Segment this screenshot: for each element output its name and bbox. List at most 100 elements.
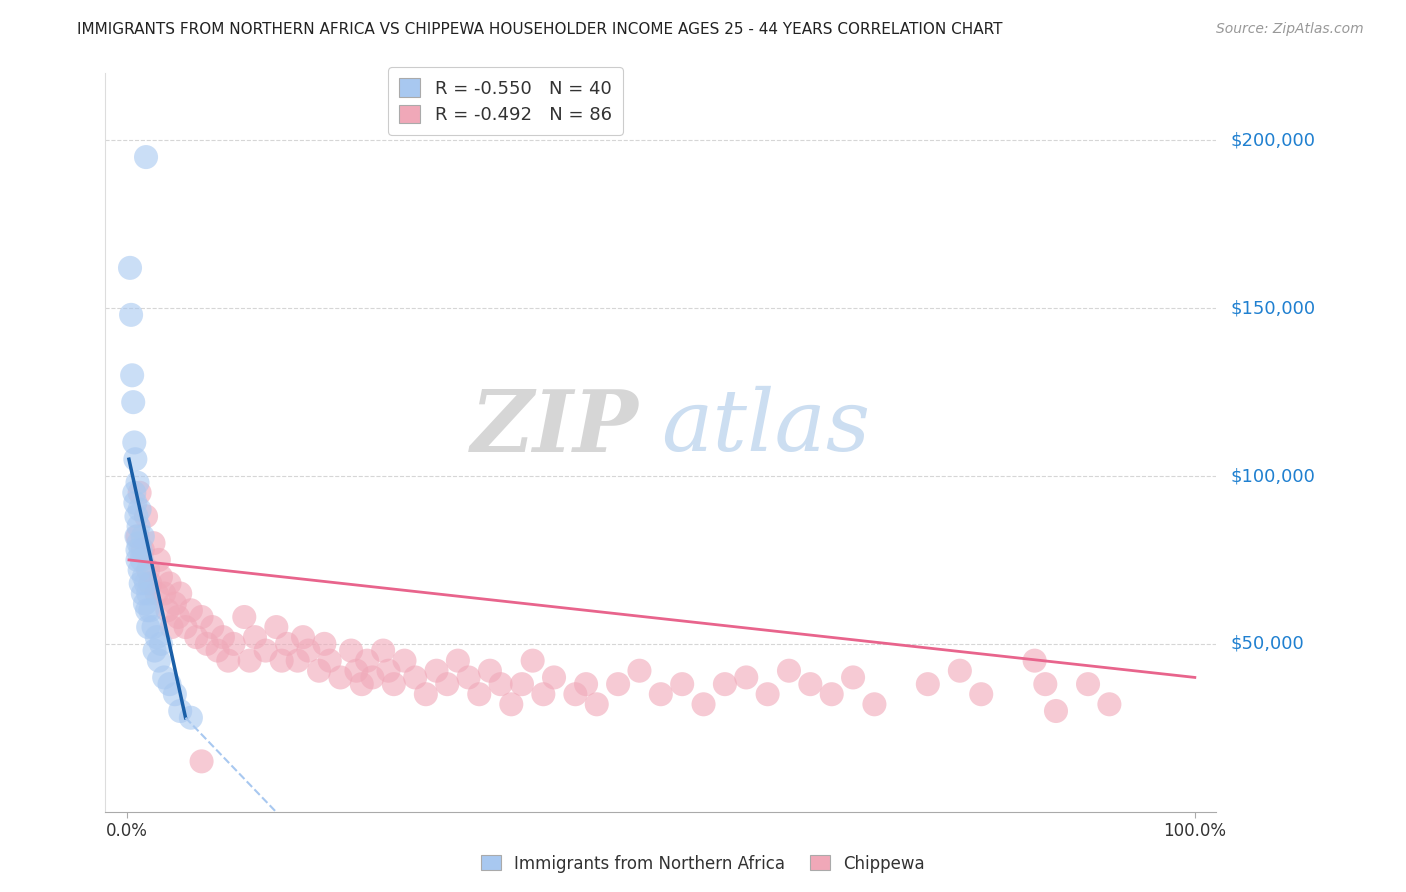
Text: $150,000: $150,000	[1230, 299, 1315, 318]
Point	[297, 643, 319, 657]
Point	[650, 687, 672, 701]
Point	[949, 664, 972, 678]
Text: $200,000: $200,000	[1230, 131, 1315, 149]
Point	[356, 654, 378, 668]
Point	[436, 677, 458, 691]
Point	[136, 586, 159, 600]
Point	[167, 610, 190, 624]
Point	[132, 570, 155, 584]
Text: $50,000: $50,000	[1230, 635, 1303, 653]
Point	[404, 670, 426, 684]
Point	[169, 704, 191, 718]
Point	[212, 630, 235, 644]
Point	[139, 576, 162, 591]
Point	[145, 630, 167, 644]
Point	[131, 553, 153, 567]
Point	[156, 603, 179, 617]
Point	[319, 654, 342, 668]
Point	[585, 698, 607, 712]
Point	[607, 677, 630, 691]
Point	[714, 677, 737, 691]
Point	[308, 664, 330, 678]
Point	[136, 603, 159, 617]
Point	[778, 664, 800, 678]
Point	[195, 637, 218, 651]
Point	[125, 529, 148, 543]
Point	[139, 603, 162, 617]
Point	[159, 677, 181, 691]
Point	[129, 542, 152, 557]
Point	[799, 677, 821, 691]
Point	[394, 654, 416, 668]
Point	[125, 509, 148, 524]
Point	[207, 643, 229, 657]
Point	[382, 677, 405, 691]
Point	[564, 687, 586, 701]
Point	[190, 610, 212, 624]
Point	[510, 677, 533, 691]
Text: Source: ZipAtlas.com: Source: ZipAtlas.com	[1216, 22, 1364, 37]
Point	[129, 576, 152, 591]
Point	[127, 529, 149, 543]
Point	[1045, 704, 1067, 718]
Point	[169, 586, 191, 600]
Point	[1024, 654, 1046, 668]
Legend: R = -0.550   N = 40, R = -0.492   N = 86: R = -0.550 N = 40, R = -0.492 N = 86	[388, 68, 623, 135]
Point	[148, 654, 170, 668]
Point	[575, 677, 598, 691]
Point	[135, 509, 157, 524]
Point	[329, 670, 352, 684]
Point	[415, 687, 437, 701]
Point	[735, 670, 758, 684]
Point	[1033, 677, 1056, 691]
Point	[457, 670, 479, 684]
Text: IMMIGRANTS FROM NORTHERN AFRICA VS CHIPPEWA HOUSEHOLDER INCOME AGES 25 - 44 YEAR: IMMIGRANTS FROM NORTHERN AFRICA VS CHIPP…	[77, 22, 1002, 37]
Point	[350, 677, 373, 691]
Text: $100,000: $100,000	[1230, 467, 1315, 485]
Point	[121, 368, 143, 383]
Point	[346, 664, 368, 678]
Legend: Immigrants from Northern Africa, Chippewa: Immigrants from Northern Africa, Chippew…	[474, 848, 932, 880]
Point	[531, 687, 554, 701]
Point	[135, 150, 157, 164]
Point	[1098, 698, 1121, 712]
Point	[142, 536, 165, 550]
Text: ZIP: ZIP	[471, 386, 638, 469]
Point	[756, 687, 779, 701]
Point	[254, 643, 277, 657]
Point	[135, 576, 157, 591]
Point	[132, 542, 155, 557]
Point	[132, 529, 155, 543]
Point	[132, 586, 155, 600]
Point	[143, 643, 166, 657]
Point	[145, 586, 167, 600]
Point	[243, 630, 266, 644]
Point	[501, 698, 523, 712]
Point	[287, 654, 309, 668]
Point	[478, 664, 501, 678]
Point	[314, 637, 336, 651]
Point	[863, 698, 886, 712]
Point	[842, 670, 865, 684]
Point	[163, 687, 186, 701]
Point	[180, 711, 202, 725]
Point	[201, 620, 224, 634]
Point	[128, 485, 150, 500]
Point	[128, 502, 150, 516]
Point	[186, 630, 208, 644]
Point	[120, 308, 142, 322]
Point	[543, 670, 565, 684]
Point	[153, 586, 176, 600]
Point	[190, 755, 212, 769]
Point	[489, 677, 512, 691]
Point	[361, 670, 384, 684]
Point	[163, 597, 186, 611]
Point	[150, 637, 172, 651]
Point	[233, 610, 256, 624]
Point	[222, 637, 245, 651]
Point	[150, 570, 172, 584]
Point	[124, 435, 146, 450]
Point	[970, 687, 993, 701]
Point	[148, 553, 170, 567]
Point	[425, 664, 447, 678]
